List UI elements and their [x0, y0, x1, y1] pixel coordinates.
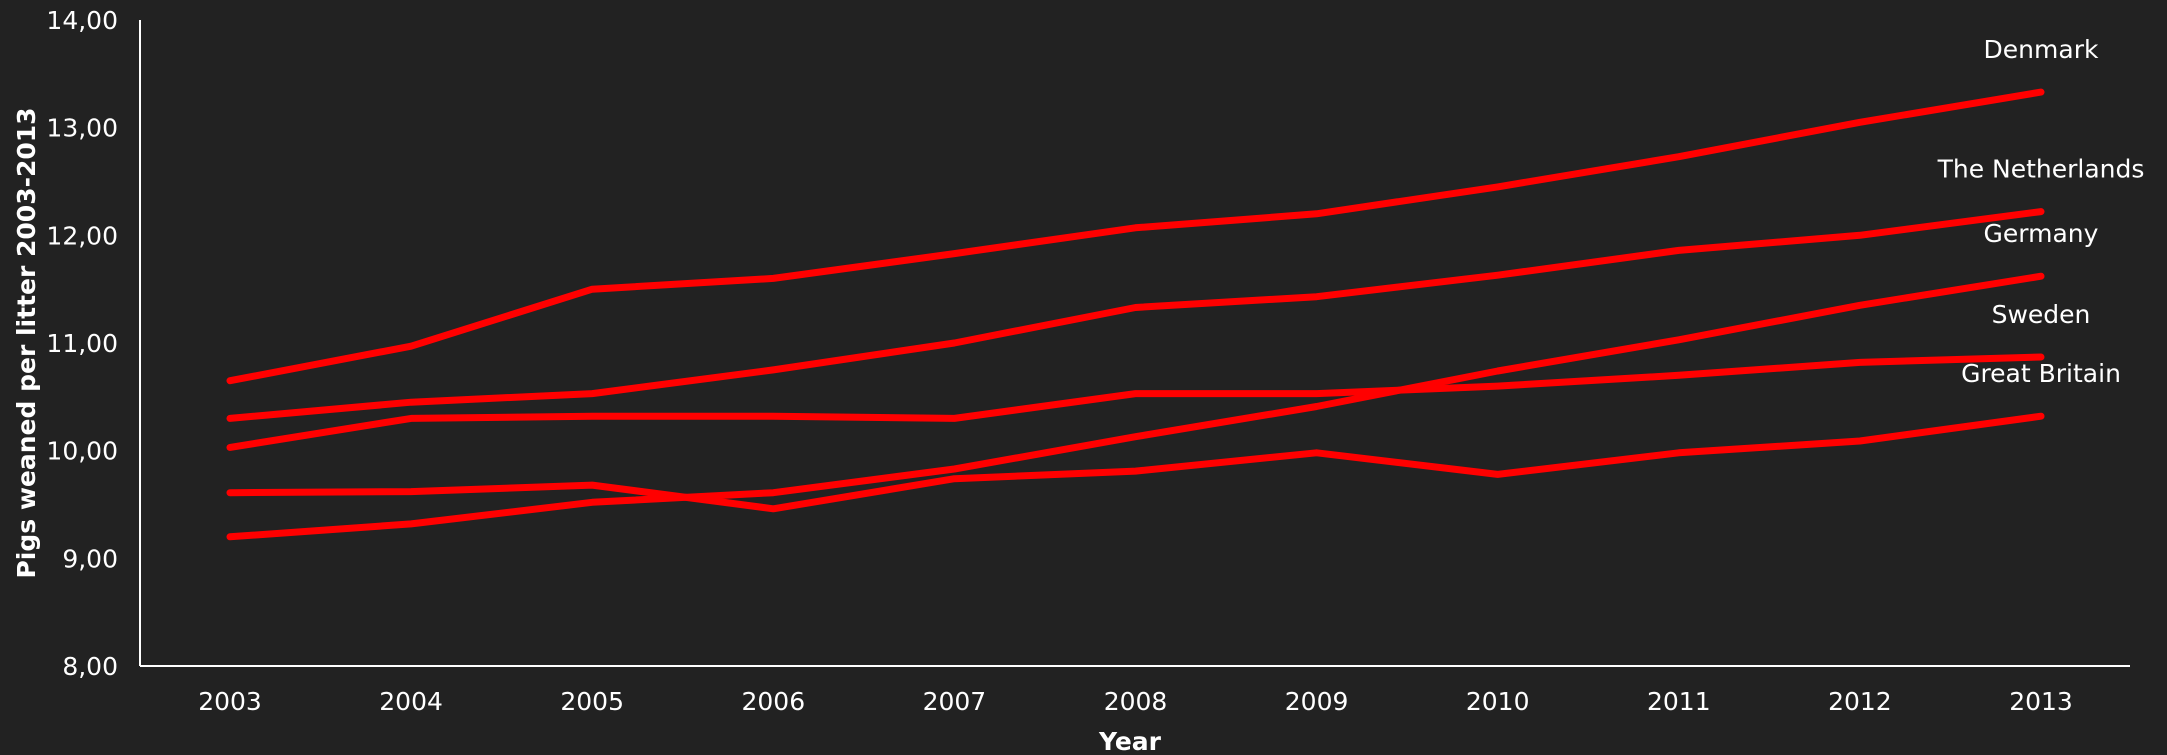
- x-tick-label: 2013: [2009, 687, 2073, 716]
- y-tick-labels: 8,00 9,00 10,00 11,00 12,00 13,00 14,00: [46, 6, 118, 681]
- x-tick-label: 2011: [1647, 687, 1711, 716]
- series-labels: Denmark The Netherlands Germany Sweden Great…: [1937, 35, 2145, 388]
- y-tick-label: 10,00: [46, 437, 118, 466]
- x-tick-label: 2004: [379, 687, 443, 716]
- y-tick-label: 11,00: [46, 329, 118, 358]
- series-line-great-britain: [226, 412, 2045, 513]
- x-tick-label: 2006: [741, 687, 805, 716]
- x-tick-label: 2005: [560, 687, 624, 716]
- x-axis-title: Year: [1098, 727, 1162, 755]
- series-line-germany: [226, 272, 2045, 541]
- series-label-the-netherlands: The Netherlands: [1937, 155, 2145, 184]
- series-label-great-britain: Great Britain: [1961, 359, 2121, 388]
- x-tick-label: 2003: [198, 687, 262, 716]
- series-lines: [226, 88, 2045, 541]
- series-label-germany: Germany: [1984, 219, 2099, 248]
- x-tick-labels: 2003 2004 2005 2006 2007 2008 2009 2010 2011 2012…: [198, 687, 2073, 716]
- y-tick-label: 12,00: [46, 221, 118, 250]
- series-label-sweden: Sweden: [1992, 300, 2091, 329]
- x-tick-label: 2012: [1828, 687, 1892, 716]
- y-axis-title: Pigs weaned per litter 2003-2013: [12, 107, 41, 578]
- x-tick-label: 2007: [923, 687, 987, 716]
- series-line-sweden: [226, 353, 2045, 451]
- series-label-denmark: Denmark: [1984, 35, 2099, 64]
- y-tick-label: 13,00: [46, 114, 118, 143]
- y-tick-label: 14,00: [46, 6, 118, 35]
- x-tick-label: 2008: [1104, 687, 1168, 716]
- series-line-denmark: [226, 88, 2045, 385]
- series-line-the-netherlands: [226, 208, 2045, 422]
- y-tick-label: 8,00: [62, 652, 118, 681]
- y-tick-label: 9,00: [62, 544, 118, 573]
- x-tick-label: 2010: [1466, 687, 1530, 716]
- x-tick-label: 2009: [1285, 687, 1349, 716]
